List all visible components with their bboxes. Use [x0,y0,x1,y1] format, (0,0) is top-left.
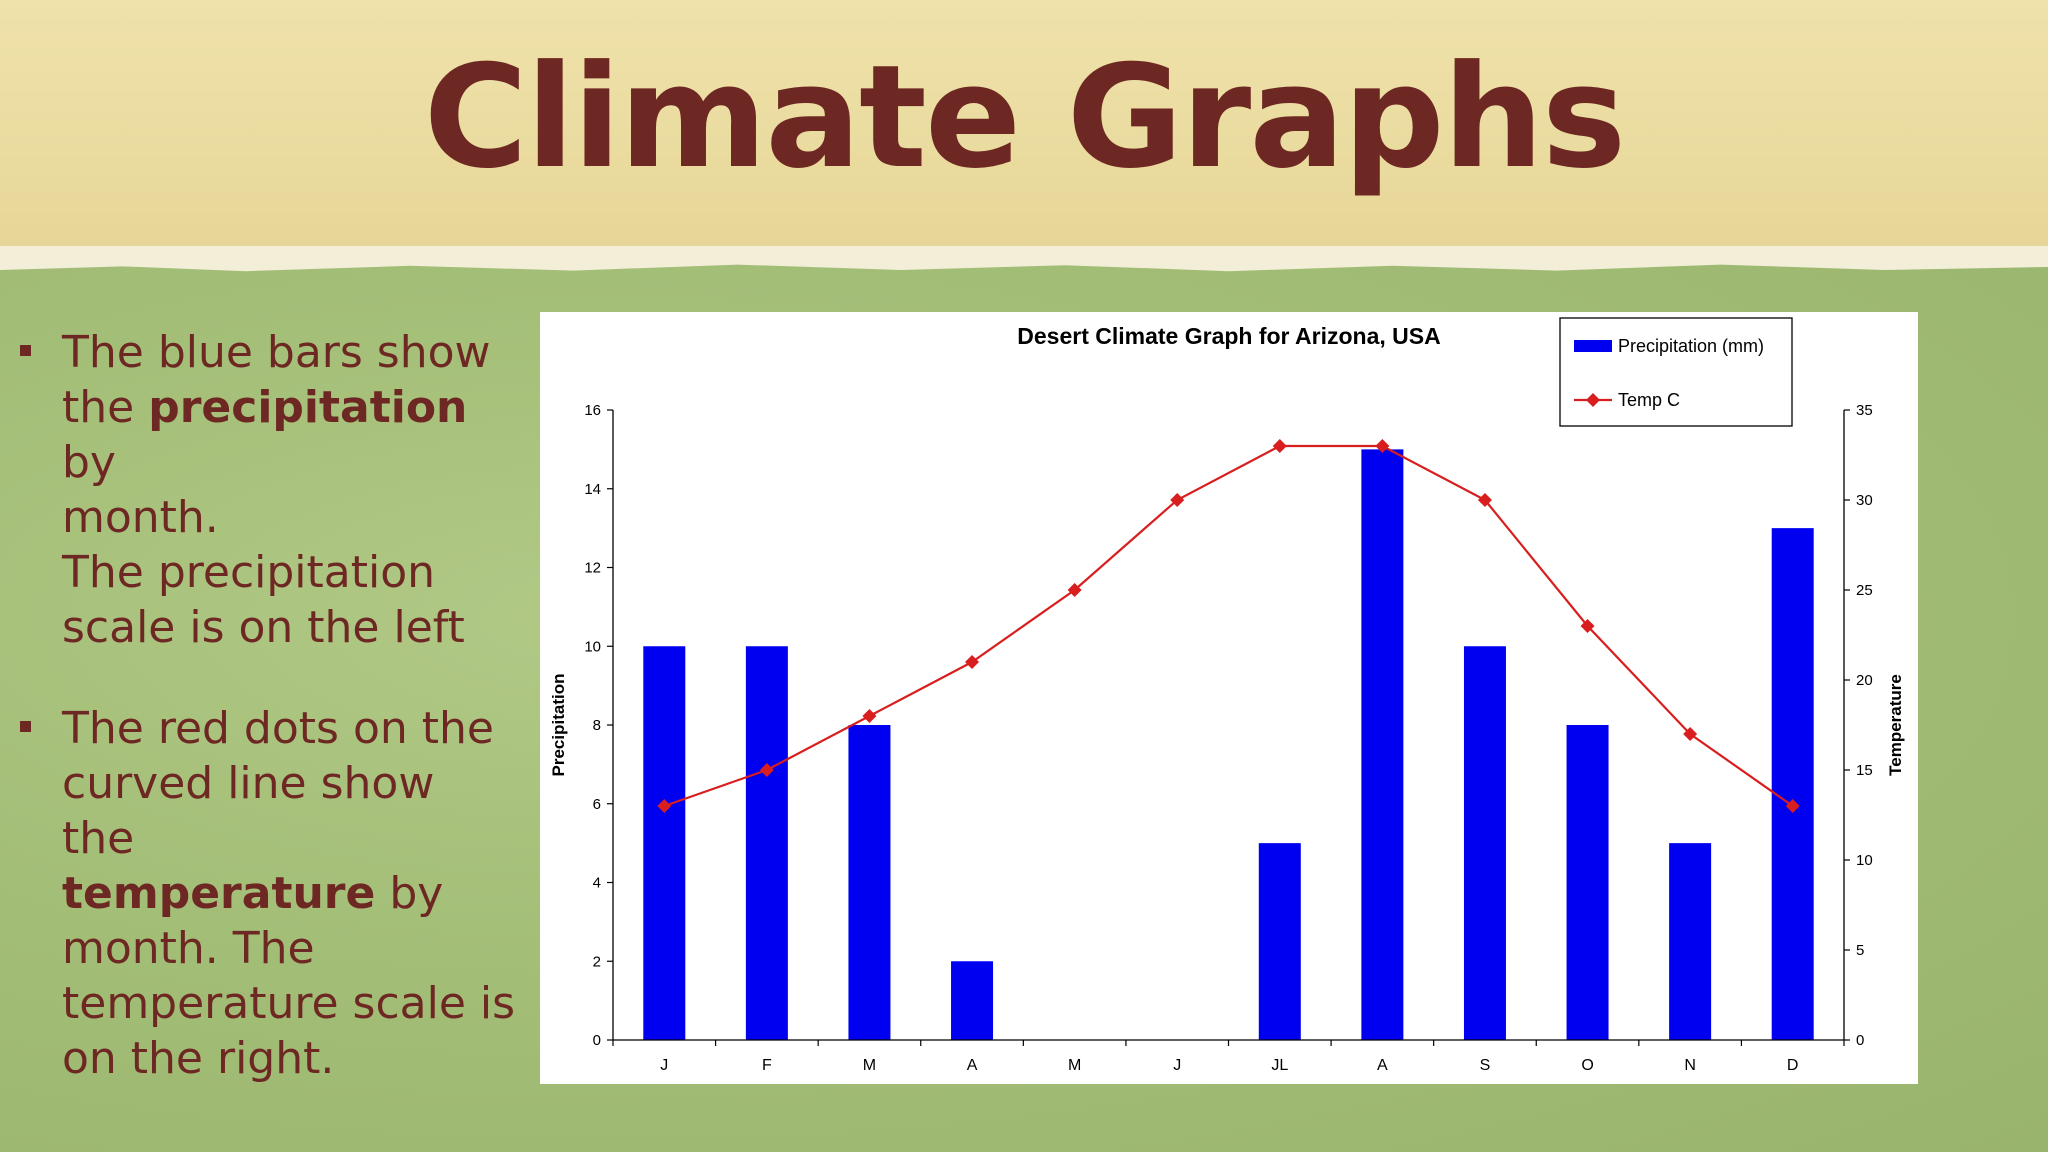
precipitation-bar [1361,449,1404,1040]
precipitation-bar [643,646,686,1040]
x-tick-label: M [1068,1057,1081,1074]
x-tick-label: M [863,1057,876,1074]
bullet-line: curved line show the [62,758,435,864]
temperature-point [1067,583,1082,597]
x-tick-label: S [1480,1057,1491,1074]
bullet-precipitation: The blue bars show the precipitation by … [18,325,518,655]
left-tick-label: 2 [593,953,601,970]
x-tick-label: J [1173,1057,1181,1074]
title-band [0,0,2048,252]
left-tick-label: 12 [584,560,601,577]
temperature-point [1477,493,1492,507]
legend-label-temp: Temp C [1618,390,1680,410]
slide-title: Climate Graphs [423,35,1627,200]
bullet-bold-text: temperature [62,868,376,919]
bullet-list: The blue bars show the precipitation by … [18,325,518,1086]
precipitation-bar [1258,843,1301,1040]
bullet-line: scale is on the left [62,602,465,653]
bullet-bold-text: precipitation [148,382,468,433]
right-tick-label: 0 [1856,1032,1864,1049]
x-tick-label: J [660,1057,668,1074]
climate-chart: Desert Climate Graph for Arizona, USA 0 2 4… [540,312,1918,1084]
bullet-text: by [375,868,444,919]
precipitation-bar [1669,843,1712,1040]
legend-marker-swatch [1586,393,1600,407]
left-tick-label: 10 [584,638,601,655]
temperature-point [1683,727,1698,741]
left-tick-label: 4 [593,875,601,892]
legend-label-precipitation: Precipitation (mm) [1618,336,1764,356]
temperature-line [663,444,1794,808]
right-tick-label: 15 [1856,762,1873,779]
right-tick-label: 10 [1856,852,1873,869]
bullet-line: temperature scale is [62,978,516,1029]
x-tick-label: D [1787,1057,1799,1074]
right-tick-label: 30 [1856,492,1873,509]
precipitation-bar [951,961,994,1040]
temperature-point [1375,439,1390,453]
right-tick-label: 5 [1856,942,1864,959]
temperature-point [1170,493,1185,507]
bullet-line: month. The [62,923,315,974]
temperature-point [965,655,980,669]
legend-bar-swatch [1574,340,1612,352]
bullet-line: temperature by [62,866,518,921]
chart-canvas: Desert Climate Graph for Arizona, USA 0 2 4… [549,317,1905,1074]
bullet-line: The precipitation [62,547,436,598]
right-tick-label: 25 [1856,582,1873,599]
x-tick-label: O [1581,1057,1593,1074]
left-tick-label: 8 [593,717,601,734]
x-tick-label: N [1684,1057,1696,1074]
bullet-temperature: The red dots on the curved line show the… [18,701,518,1086]
temperature-point [862,709,877,723]
bullet-line: the precipitation by [62,380,518,490]
temperature-point [1785,799,1800,813]
temperature-point [1580,619,1595,633]
left-tick-label: 16 [584,402,601,419]
left-tick-label: 6 [593,796,601,813]
precipitation-bar [848,725,891,1040]
left-tick-label: 0 [593,1032,601,1049]
x-tick-label: A [967,1057,978,1074]
bullet-line: The red dots on the [62,703,494,754]
bullet-line: month. [62,492,219,543]
legend-box [1559,317,1793,427]
bullet-line: on the right. [62,1033,335,1084]
bullet-text: by [62,437,116,488]
right-tick-label: 35 [1856,402,1873,419]
precipitation-bar [745,646,788,1040]
temperature-point [759,763,774,777]
temperature-point [657,799,672,813]
square-bullet-icon [20,721,31,732]
chart-title: Desert Climate Graph for Arizona, USA [1017,323,1440,349]
x-tick-label: F [762,1057,772,1074]
left-tick-label: 14 [584,481,601,498]
temperature-point [1272,439,1287,453]
precipitation-bar [1771,528,1814,1040]
x-tick-label: JL [1271,1057,1288,1074]
y-axis-label: Precipitation [549,674,568,777]
y2-axis-label: Temperature [1886,674,1905,776]
precipitation-bar [1566,725,1609,1040]
bullet-line: The blue bars show [62,327,491,378]
square-bullet-icon [20,345,31,356]
x-tick-label: A [1377,1057,1388,1074]
bullet-text: the [62,382,149,433]
right-tick-label: 20 [1856,672,1873,689]
precipitation-bar [1463,646,1506,1040]
